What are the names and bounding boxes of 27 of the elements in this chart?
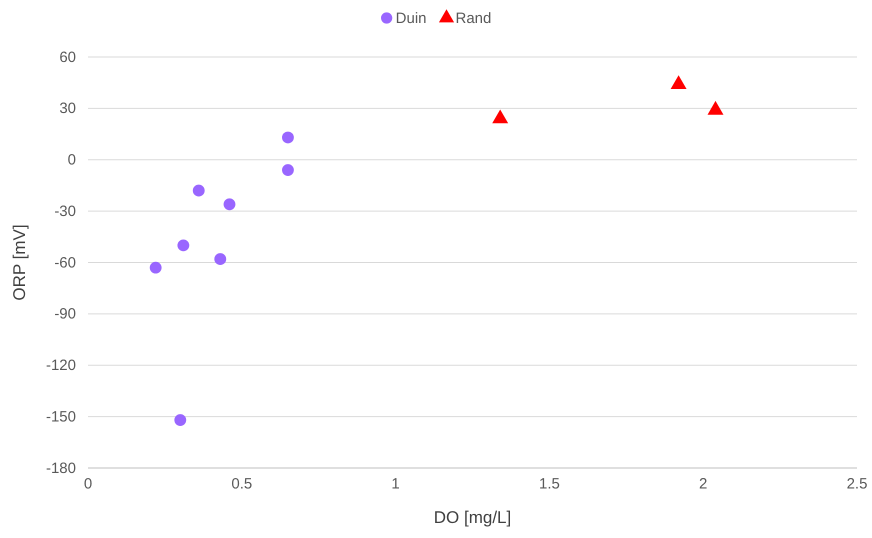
y-tick-label: -90 (54, 306, 76, 323)
legend-label: Duin (396, 10, 426, 27)
point (150, 262, 162, 274)
y-tick-label: 30 (59, 100, 76, 118)
point (174, 414, 186, 426)
y-tick-label: 60 (59, 48, 76, 66)
y-tick-label: -60 (54, 254, 76, 272)
x-tick-label: 0.5 (231, 476, 252, 493)
y-axis-title: ORP [mV] (10, 224, 29, 301)
x-axis-title: DO [mg/L] (434, 508, 512, 527)
point (282, 132, 294, 144)
y-tick-label: 0 (68, 152, 76, 169)
point (282, 164, 294, 176)
x-tick-label: 1 (391, 476, 400, 493)
x-tick-label: 2 (699, 476, 708, 493)
x-tick-label: 1.5 (538, 476, 560, 493)
point (224, 198, 236, 210)
point (177, 239, 190, 252)
y-tick-label: -30 (54, 202, 76, 220)
point (192, 184, 205, 196)
legend-label: Rand (456, 10, 492, 27)
x-tick-label: 2.5 (846, 476, 868, 493)
x-tick-label: 0 (84, 476, 92, 493)
y-tick-label: -150 (46, 408, 76, 426)
y-tick-label: -180 (46, 460, 76, 477)
point (214, 253, 226, 265)
y-tick-label: -120 (46, 357, 76, 374)
